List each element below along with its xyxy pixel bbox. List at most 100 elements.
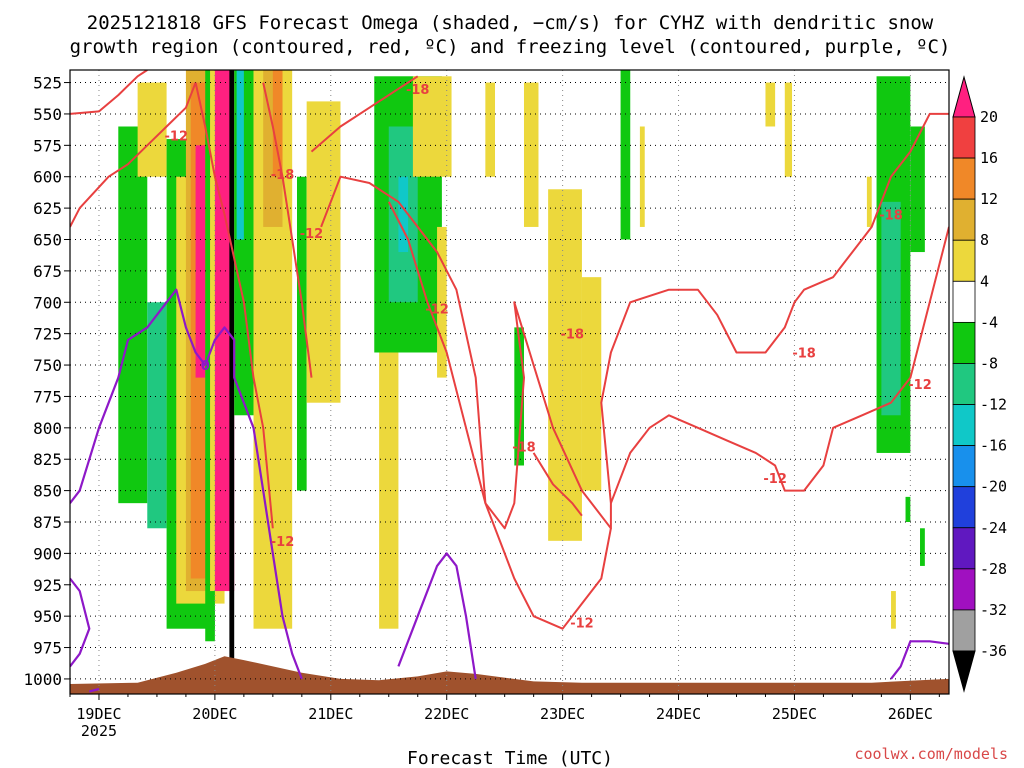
y-tick-label-1000: 1000 [23,670,62,689]
colorbar-segment-0 [952,116,976,159]
y-tick-label-800: 800 [33,419,62,438]
isotherm-label-7: -12 [271,535,295,550]
y-tick-label-900: 900 [33,544,62,563]
pressure-axis: 525 550 575 600 625 650 675 700 725 750 775 800 825 8… [23,74,70,689]
isotherm-line-4 [310,75,419,153]
contour-labels: -12 -18 -12 -18 -12 -18 -18 -12 -12 -18 -12 -18 -12 0 [165,83,932,632]
freezing-line-0 [70,288,303,680]
colorbar-top-arrow [952,75,976,118]
omega-shade-30 [581,277,602,491]
omega-shade-28 [523,82,539,227]
x-tick-label-23DEC: 23DEC [540,705,585,723]
omega-shade-39 [905,496,911,522]
colorbar-segment-1 [952,157,976,200]
isotherm-line-7 [387,201,612,630]
colorbar-label-7: -12 [980,396,1007,414]
omega-shade-22 [398,176,409,253]
y-tick-label-700: 700 [33,293,62,312]
x-tick-sublabel-19DEC: 2025 [81,722,117,740]
y-tick-label-950: 950 [33,607,62,626]
omega-shade-26 [485,82,496,177]
colorbar: 20 16 12 8 4 -4 -8 -12 -16 -20 -24 -28 -32 -36 [952,75,1007,693]
omega-shade-25 [437,226,447,378]
colorbar-label-8: -16 [980,437,1007,455]
grid-lines [70,70,949,694]
isotherm-label-5: -18 [561,328,585,343]
x-tick-label-25DEC: 25DEC [772,705,817,723]
isotherm-label-11: -18 [879,208,903,223]
y-tick-label-575: 575 [33,136,62,155]
colorbar-segment-6 [952,363,976,405]
omega-shade-37 [881,201,901,416]
omega-shade-27 [514,327,524,466]
colorbar-label-9: -20 [980,478,1007,496]
omega-shade-14 [236,70,244,240]
omega-shade-1 [118,126,148,504]
colorbar-segment-11 [952,568,976,611]
freezing-line-2 [89,687,100,693]
omega-shading [70,70,925,679]
chart-title-line-1: 2025121818 GFS Forecast Omega (shaded, −… [87,12,934,34]
isotherm-line-8 [609,226,949,504]
isotherm-label-4: -12 [425,303,449,318]
isotherm-label-10: -12 [763,472,787,487]
colorbar-label-4: 4 [980,272,989,290]
x-tick-label-22DEC: 22DEC [424,705,469,723]
isotherm-line-6 [532,452,583,517]
isotherm-label-12: -12 [908,378,932,393]
y-tick-label-750: 750 [33,356,62,375]
omega-shade-41 [891,591,896,629]
isotherm-label-2: -12 [300,227,324,242]
colorbar-segment-9 [952,486,976,529]
y-tick-label-825: 825 [33,450,62,469]
omega-shade-24 [412,76,452,177]
omega-shade-17 [272,70,283,177]
isotherm-line-2 [194,82,274,529]
colorbar-segment-4 [952,280,976,323]
colorbar-label-11: -28 [980,560,1007,578]
x-tick-label-24DEC: 24DEC [656,705,701,723]
freezing-line-1 [70,577,91,668]
y-tick-label-600: 600 [33,168,62,187]
omega-shade-31 [620,70,631,240]
y-tick-label-650: 650 [33,230,62,249]
y-tick-label-775: 775 [33,387,62,406]
omega-shade-18 [296,176,307,491]
colorbar-label-10: -24 [980,519,1007,537]
omega-shade-3 [147,302,167,529]
omega-shade-19 [306,101,341,403]
plot-area: -12 -18 -12 -18 -12 -18 -18 -12 -12 -18 -12 -18 -12 0 [70,70,949,694]
x-tick-label-26DEC: 26DEC [888,705,933,723]
dendritic-isotherm-contours [70,70,949,630]
colorbar-label-5: -4 [980,313,998,331]
x-tick-label-20DEC: 20DEC [192,705,237,723]
isotherm-line-5 [320,112,949,530]
colorbar-segment-5 [952,321,976,364]
omega-shade-35 [866,176,872,227]
y-tick-label-525: 525 [33,74,62,93]
colorbar-label-12: -32 [980,601,1007,619]
freezing-level-contours [70,288,949,693]
isotherm-label-6: -18 [512,441,536,456]
plot-frame [69,69,950,695]
omega-shade-33 [765,82,776,127]
colorbar-label-0: 20 [980,108,998,126]
credit-text: coolwx.com/models [854,745,1008,763]
y-tick-label-550: 550 [33,105,62,124]
terrain-fill [70,656,949,694]
freezing-label-0: 0 [201,359,210,374]
y-tick-label-875: 875 [33,513,62,532]
y-tick-label-725: 725 [33,325,62,344]
isotherm-label-1: -18 [271,168,295,183]
isotherm-label-9: -18 [792,346,816,361]
omega-shade-0 [70,70,75,529]
isotherm-line-3 [262,82,313,378]
colorbar-segment-8 [952,445,976,488]
y-tick-label-625: 625 [33,199,62,218]
omega-shade-34 [784,82,793,177]
colorbar-segment-2 [952,198,976,241]
y-tick-label-675: 675 [33,262,62,281]
colorbar-segment-10 [952,527,976,570]
freezing-line-4 [890,640,949,680]
